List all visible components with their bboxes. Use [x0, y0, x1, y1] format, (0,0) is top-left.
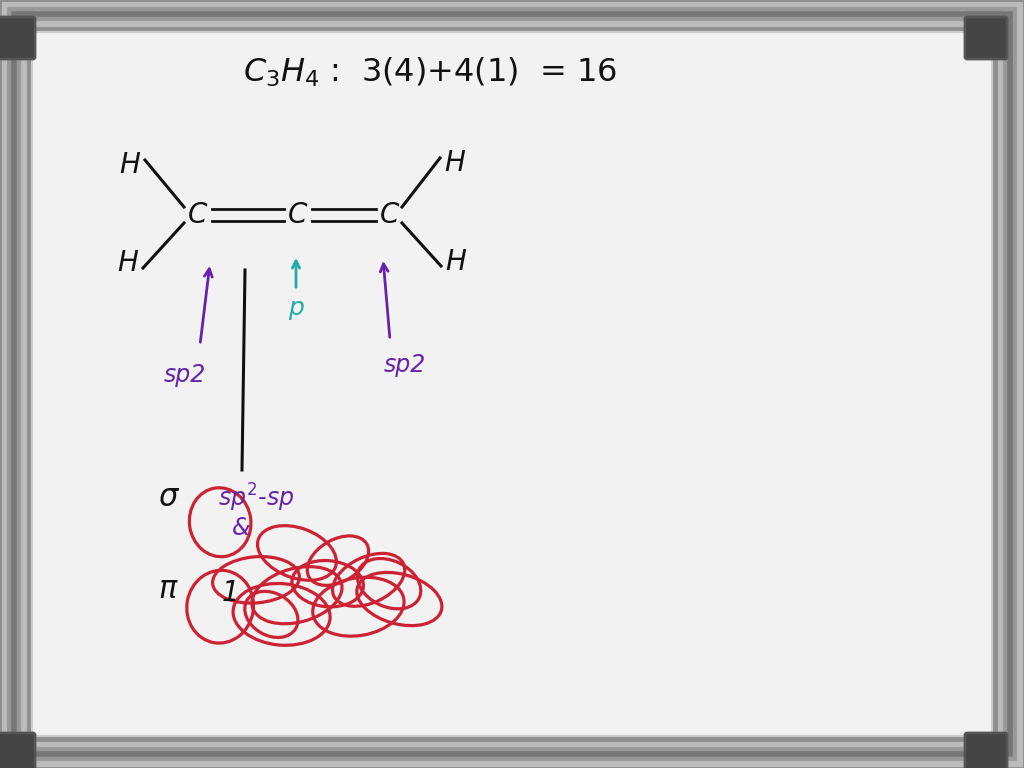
Text: C: C	[289, 201, 307, 229]
Text: σ: σ	[159, 484, 178, 512]
Text: 1: 1	[221, 579, 239, 607]
Text: p: p	[288, 296, 304, 320]
Text: π: π	[159, 575, 177, 604]
FancyBboxPatch shape	[0, 17, 35, 59]
Text: C: C	[188, 201, 208, 229]
FancyBboxPatch shape	[0, 733, 35, 768]
FancyBboxPatch shape	[18, 18, 1006, 750]
Text: $\mathit{C_3H_4}$ :  3(4)+4(1)  = 16: $\mathit{C_3H_4}$ : 3(4)+4(1) = 16	[243, 55, 617, 88]
Text: $sp^2$-sp: $sp^2$-sp	[218, 482, 295, 514]
Text: H: H	[120, 151, 140, 179]
FancyBboxPatch shape	[965, 733, 1007, 768]
Text: H: H	[118, 249, 138, 277]
Text: &: &	[232, 516, 251, 540]
FancyBboxPatch shape	[965, 17, 1007, 59]
Text: H: H	[445, 248, 467, 276]
Text: sp2: sp2	[164, 363, 206, 387]
Text: H: H	[444, 149, 466, 177]
Text: sp2: sp2	[384, 353, 426, 377]
Text: C: C	[380, 201, 399, 229]
